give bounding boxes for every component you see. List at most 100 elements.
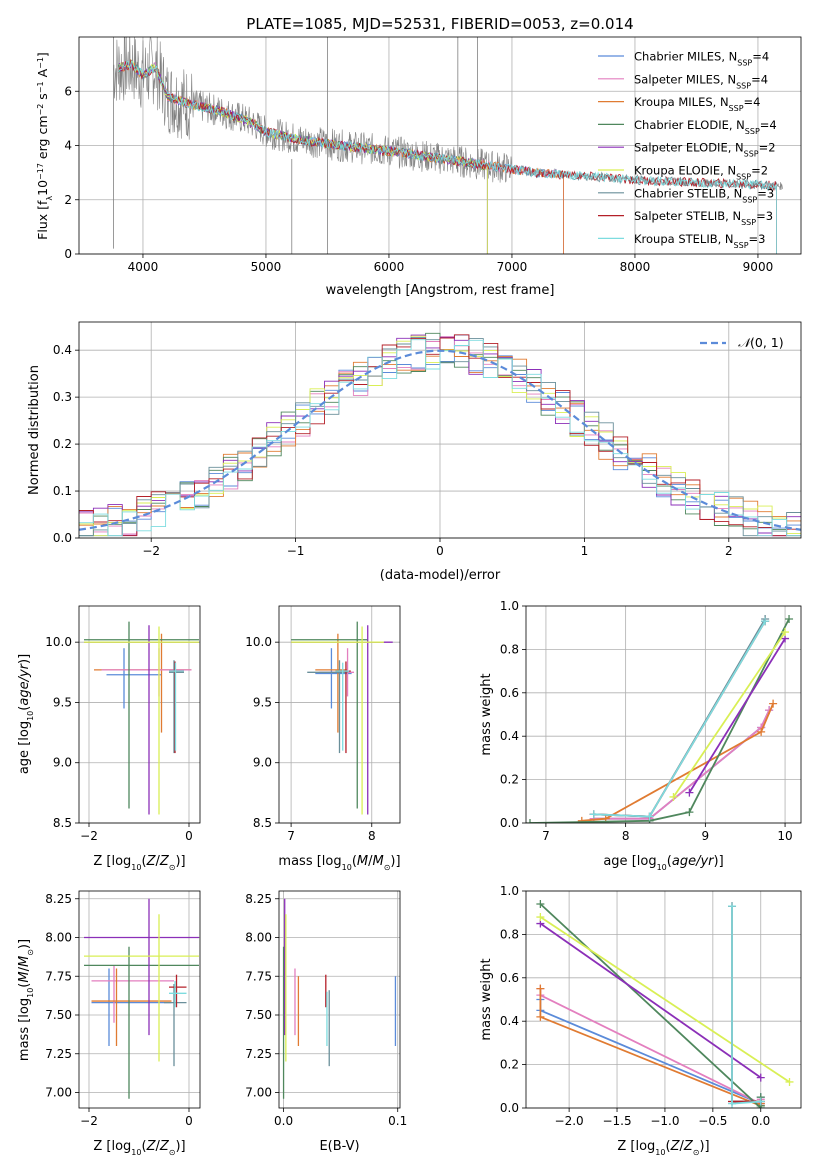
residual-histogram [79, 334, 801, 537]
normal-curve [79, 349, 801, 531]
spectrum-model [118, 60, 777, 191]
y-tick-label: 8.25 [245, 892, 272, 906]
mass-weight-line [539, 916, 790, 1083]
grid [526, 605, 801, 824]
age-vs-Z-panel: −2 0 8.5 9.0 9.5 10.0 Z [log10(Z/Z⊙)] age [log1… [17, 605, 201, 872]
mass-weight-line [593, 709, 770, 820]
y-tick-label: 0.0 [53, 531, 72, 545]
y-tick-label: 7.00 [45, 1086, 72, 1100]
y-tick-label: 7.25 [45, 1047, 72, 1061]
x-tick-label: 0 [436, 544, 444, 558]
y-tick-label: 0 [64, 247, 72, 261]
y-axis-label: Normed distribution [27, 365, 42, 495]
mass-weight-marker [728, 902, 737, 911]
mass-weight-marker [536, 913, 545, 922]
grid [279, 891, 400, 1108]
mass-weight-vs-age-panel: 7 8 9 10 0.0 0.2 0.4 0.6 0.8 1.0 age [log10(age/yr… [479, 599, 802, 872]
mass-weight-marker [785, 1077, 794, 1086]
mass-weight-line [539, 922, 762, 1079]
mass-weight-marker [536, 984, 545, 993]
mass-weight-marker [536, 900, 545, 909]
y-tick-label: 8.5 [253, 816, 272, 830]
y-tick-label: 7.00 [245, 1086, 272, 1100]
residual-panel: −2 −1 0 1 2 0.0 0.1 0.2 0.3 0.4 (data-model)/error… [27, 321, 802, 583]
mass-weight-marker [756, 1097, 765, 1106]
x-tick-label: −1.5 [602, 1114, 631, 1128]
x-axis-label: Z [log10(Z/Z⊙)] [93, 1139, 185, 1157]
y-axis-label: Flux [fλ10−17 erg cm−2 s−1 A−1] [35, 52, 54, 240]
x-tick-label: −1 [287, 544, 305, 558]
legend-label: Salpeter ELODIE, NSSP=2 [634, 141, 776, 159]
plot-area [79, 332, 801, 537]
x-axis-label: E(B-V) [319, 1139, 359, 1154]
axes-frame [278, 605, 401, 824]
y-tick-label: 0.4 [53, 343, 72, 357]
y-axis-label: mass weight [479, 673, 494, 755]
grid [79, 606, 200, 824]
y-tick-label: 0.4 [500, 729, 519, 743]
residual-histogram [79, 339, 801, 537]
y-axis-label: age [log10(age/yr)] [17, 654, 35, 774]
y-tick-label: 1.0 [500, 599, 519, 613]
spectrum-model [118, 59, 777, 192]
mass-weight-line [688, 638, 786, 794]
legend-label: 𝒩(0, 1) [738, 335, 784, 350]
plot-area [526, 615, 794, 823]
mass-weight-line [731, 906, 761, 1103]
x-tick-label: 10 [777, 829, 792, 843]
y-tick-label: 0.0 [500, 816, 519, 830]
y-tick-label: 0.6 [500, 971, 519, 985]
legend: Chabrier MILES, NSSP=4 Salpeter MILES, NS… [598, 50, 777, 249]
x-tick-label: −2 [142, 544, 160, 558]
y-tick-label: 1.0 [500, 884, 519, 898]
axes-frame [278, 890, 401, 1109]
y-axis-label: mass weight [479, 958, 494, 1040]
x-tick-label: 4000 [128, 260, 159, 274]
x-tick-label: 8000 [620, 260, 651, 274]
y-tick-label: 9.5 [253, 695, 272, 709]
mass-vs-Z-panel: −2 0 7.00 7.25 7.50 7.75 8.00 8.25 Z [log10(Z/Z⊙… [17, 890, 201, 1157]
mass-weight-marker [669, 792, 678, 801]
axes-frame [78, 36, 802, 255]
y-tick-label: 0.8 [500, 927, 519, 941]
plot-area [113, 37, 783, 254]
y-tick-label: 10.0 [245, 635, 272, 649]
x-tick-label: 2 [725, 544, 733, 558]
legend-label: Kroupa MILES, NSSP=4 [634, 95, 760, 113]
x-tick-label: 0 [185, 829, 193, 843]
legend-label: Salpeter STELIB, NSSP=3 [634, 209, 773, 227]
mass-weight-marker [757, 727, 766, 736]
y-tick-label: 7.75 [245, 969, 272, 983]
mass-weight-marker [685, 808, 694, 817]
x-tick-label: 5000 [251, 260, 282, 274]
mass-weight-line [529, 618, 790, 823]
age-vs-mass-panel: 7 8 8.5 9.0 9.5 10.0 mass [log10(M/M⊙)] [245, 605, 401, 872]
mass-weight-marker [589, 810, 598, 819]
legend: 𝒩(0, 1) [700, 335, 784, 350]
x-tick-label: 8 [622, 829, 630, 843]
y-axis-label: mass [log10(M/M⊙)] [17, 939, 35, 1061]
plot-area [536, 900, 794, 1108]
axes-frame [78, 890, 201, 1109]
y-tick-label: 0.2 [500, 773, 519, 787]
y-tick-label: 7.50 [245, 1008, 272, 1022]
mass-weight-line [672, 631, 786, 798]
axes-frame [525, 890, 802, 1109]
legend-label: Kroupa ELODIE, NSSP=2 [634, 164, 768, 182]
y-tick-label: 0.3 [53, 390, 72, 404]
plot-area [291, 621, 393, 815]
mass-weight-marker [728, 1099, 737, 1108]
legend-label: Salpeter MILES, NSSP=4 [634, 72, 768, 90]
axes-frame [78, 605, 201, 824]
y-tick-label: 0.1 [53, 484, 72, 498]
x-tick-label: 8 [368, 829, 376, 843]
y-tick-label: 0.0 [500, 1101, 519, 1115]
spectrum-panel: 4000 5000 6000 7000 8000 9000 0 2 4 6 wavelength [… [35, 36, 802, 298]
y-tick-label: 0.6 [500, 686, 519, 700]
grid [79, 891, 200, 1108]
x-axis-label: Z [log10(Z/Z⊙)] [93, 854, 185, 872]
y-tick-label: 6 [64, 84, 72, 98]
mass-weight-vs-Z-panel: −2.0 −1.5 −1.0 −0.5 0.0 0.0 0.2 0.4 0.6 0.8 1.0 Z [… [479, 884, 802, 1157]
y-tick-label: 7.50 [45, 1008, 72, 1022]
